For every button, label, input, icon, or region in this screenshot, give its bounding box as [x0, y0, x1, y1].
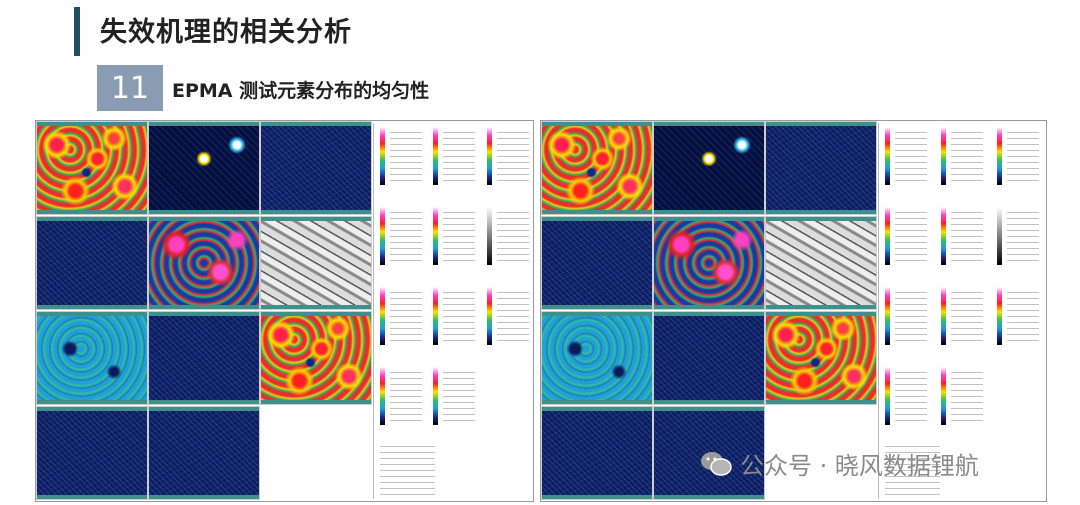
- map-tile: [36, 121, 148, 215]
- watermark: 公众号 · 晓风数据锂航: [700, 446, 979, 481]
- scale-values: [895, 207, 927, 265]
- scale-values: [443, 127, 476, 185]
- scale-values: [951, 207, 983, 265]
- map-tile: [260, 121, 372, 215]
- color-scale: [380, 367, 385, 425]
- scale-values: [496, 287, 529, 345]
- map-tile: [36, 311, 148, 405]
- map-tile: [541, 216, 653, 310]
- map-tile: [541, 121, 653, 215]
- wechat-icon: [701, 451, 732, 476]
- color-scale: [885, 287, 890, 345]
- legend-area: [373, 123, 533, 499]
- scale-values: [390, 207, 422, 265]
- color-scale: [885, 127, 890, 185]
- scale-values: [496, 127, 529, 185]
- color-scale: [380, 207, 385, 265]
- color-scale: [941, 207, 946, 265]
- epma-panel: [35, 120, 534, 502]
- map-tile: [260, 216, 372, 310]
- scale-values: [390, 367, 422, 425]
- map-tile: [765, 216, 877, 310]
- scale-values: [895, 127, 927, 185]
- scale-values: [443, 207, 476, 265]
- color-scale: [885, 367, 890, 425]
- map-tile: [148, 406, 260, 500]
- color-scale: [997, 207, 1002, 265]
- acquisition-info: [380, 441, 435, 497]
- map-tile: [260, 311, 372, 405]
- map-tile: [653, 121, 765, 215]
- map-tile: [653, 216, 765, 310]
- map-tile: [148, 121, 260, 215]
- section-number: 11: [97, 65, 163, 111]
- section-title: EPMA 测试元素分布的均匀性: [172, 80, 430, 102]
- color-scale: [997, 287, 1002, 345]
- map-tile: [653, 311, 765, 405]
- color-scale: [486, 287, 492, 345]
- scale-values: [443, 287, 476, 345]
- color-scale: [941, 287, 946, 345]
- title-accent: [74, 7, 80, 56]
- scale-values: [951, 127, 983, 185]
- scale-values: [390, 287, 422, 345]
- scale-values: [390, 127, 422, 185]
- scale-values: [1007, 127, 1039, 185]
- color-scale: [941, 367, 946, 425]
- map-tile: [765, 121, 877, 215]
- color-scale: [486, 207, 492, 265]
- map-tile: [148, 311, 260, 405]
- color-scale: [433, 207, 439, 265]
- map-tile: [541, 406, 653, 500]
- scale-values: [951, 367, 983, 425]
- scale-values: [895, 287, 927, 345]
- color-scale: [380, 287, 385, 345]
- scale-values: [951, 287, 983, 345]
- scale-values: [496, 207, 529, 265]
- map-tile: [148, 216, 260, 310]
- acquisition-info: [885, 441, 940, 497]
- scale-values: [1007, 207, 1039, 265]
- legend-area: [878, 123, 1046, 499]
- color-scale: [433, 127, 439, 185]
- scale-values: [895, 367, 927, 425]
- color-scale: [997, 127, 1002, 185]
- map-tile: [36, 406, 148, 500]
- scale-values: [443, 367, 476, 425]
- color-scale: [433, 367, 439, 425]
- color-scale: [885, 207, 890, 265]
- watermark-text: 公众号 · 晓风数据锂航: [740, 452, 979, 480]
- color-scale: [380, 127, 385, 185]
- map-tile: [541, 311, 653, 405]
- page-title: 失效机理的相关分析: [100, 17, 352, 48]
- epma-panel: [540, 120, 1047, 502]
- color-scale: [433, 287, 439, 345]
- color-scale: [941, 127, 946, 185]
- color-scale: [486, 127, 492, 185]
- map-tile: [36, 216, 148, 310]
- scale-values: [1007, 287, 1039, 345]
- map-tile: [765, 311, 877, 405]
